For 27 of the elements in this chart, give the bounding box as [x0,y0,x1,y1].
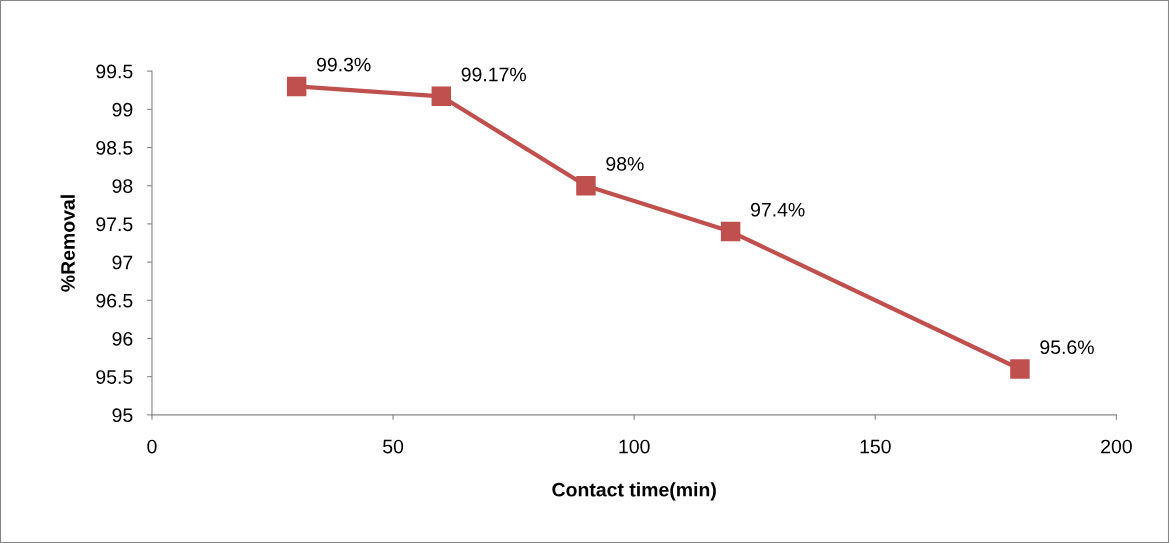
point [720,221,741,242]
x-tick-label: 200 [1101,439,1132,454]
point [576,175,596,196]
x-tick-label: 0 [147,439,157,454]
y-tick-label: 96 [112,331,133,346]
y-axis-title: %Removal [60,195,75,292]
y-tick-label: 96.5 [96,293,133,308]
x-axis-title: Contact time(min) [552,482,716,501]
point [431,86,452,107]
data-label: 95.6% [1040,340,1094,355]
y-tick-label: 98 [112,179,133,193]
point [286,76,307,97]
data-label: 98% [606,156,644,171]
x-tick-label: 150 [860,439,891,454]
point [1010,359,1030,379]
y-tick-label: 95 [112,408,133,423]
x-tick-label: 50 [383,439,404,454]
y-tick-label: 95.5 [96,370,133,384]
y-tick-label: 97.5 [96,217,133,232]
data-label: 99.17% [461,67,526,82]
data-label: 99.3% [316,57,371,72]
y-tick-label: 99.5 [96,64,133,79]
y-tick-label: 97 [112,255,133,270]
x-tick-label: 100 [619,439,650,454]
y-tick-label: 99 [112,102,133,117]
data-label: 97.4% [750,202,805,217]
y-tick-label: 98.5 [96,140,133,155]
